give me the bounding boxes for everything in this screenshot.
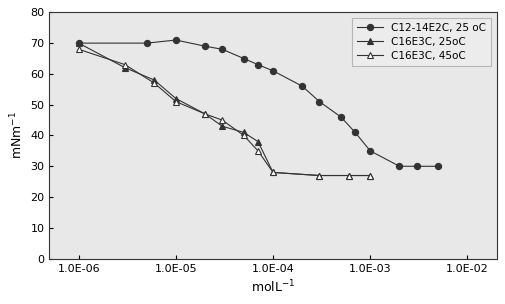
Line: C12-14E2C, 25 oC: C12-14E2C, 25 oC: [76, 37, 441, 169]
C16E3C, 25oC: [152, 78, 158, 82]
C12-14E2C, 25 oC: [414, 164, 420, 168]
C12-14E2C, 25 oC: [367, 149, 373, 153]
C12-14E2C, 25 oC: [352, 131, 358, 134]
C16E3C, 45oC: [270, 171, 276, 174]
C16E3C, 45oC: [241, 134, 247, 137]
C16E3C, 25oC: [76, 41, 82, 45]
C16E3C, 45oC: [122, 63, 128, 67]
C16E3C, 25oC: [241, 131, 247, 134]
C12-14E2C, 25 oC: [219, 47, 225, 51]
Line: C16E3C, 45oC: C16E3C, 45oC: [76, 46, 373, 179]
C16E3C, 25oC: [219, 124, 225, 128]
C12-14E2C, 25 oC: [338, 115, 344, 119]
C12-14E2C, 25 oC: [270, 69, 276, 73]
C16E3C, 45oC: [367, 174, 373, 177]
C16E3C, 45oC: [152, 81, 158, 85]
C16E3C, 25oC: [345, 174, 351, 177]
C16E3C, 25oC: [173, 97, 179, 100]
C16E3C, 45oC: [345, 174, 351, 177]
C12-14E2C, 25 oC: [396, 164, 402, 168]
C12-14E2C, 25 oC: [299, 85, 306, 88]
C12-14E2C, 25 oC: [173, 38, 179, 42]
C16E3C, 45oC: [202, 112, 208, 116]
X-axis label: molL$^{-1}$: molL$^{-1}$: [251, 279, 295, 296]
C16E3C, 25oC: [367, 174, 373, 177]
C16E3C, 45oC: [76, 47, 82, 51]
C16E3C, 25oC: [122, 66, 128, 70]
Y-axis label: mNm$^{-1}$: mNm$^{-1}$: [9, 112, 25, 159]
C16E3C, 45oC: [255, 149, 261, 153]
C12-14E2C, 25 oC: [143, 41, 149, 45]
C16E3C, 25oC: [270, 171, 276, 174]
C12-14E2C, 25 oC: [202, 44, 208, 48]
Line: C16E3C, 25oC: C16E3C, 25oC: [76, 40, 373, 179]
Legend: C12-14E2C, 25 oC, C16E3C, 25oC, C16E3C, 45oC: C12-14E2C, 25 oC, C16E3C, 25oC, C16E3C, …: [351, 18, 491, 66]
C16E3C, 45oC: [317, 174, 323, 177]
C16E3C, 25oC: [317, 174, 323, 177]
C12-14E2C, 25 oC: [241, 57, 247, 60]
C16E3C, 45oC: [219, 118, 225, 122]
C12-14E2C, 25 oC: [76, 41, 82, 45]
C16E3C, 25oC: [202, 112, 208, 116]
C12-14E2C, 25 oC: [317, 100, 323, 103]
C16E3C, 25oC: [255, 140, 261, 143]
C16E3C, 45oC: [173, 100, 179, 103]
C12-14E2C, 25 oC: [255, 63, 261, 67]
C12-14E2C, 25 oC: [435, 164, 441, 168]
